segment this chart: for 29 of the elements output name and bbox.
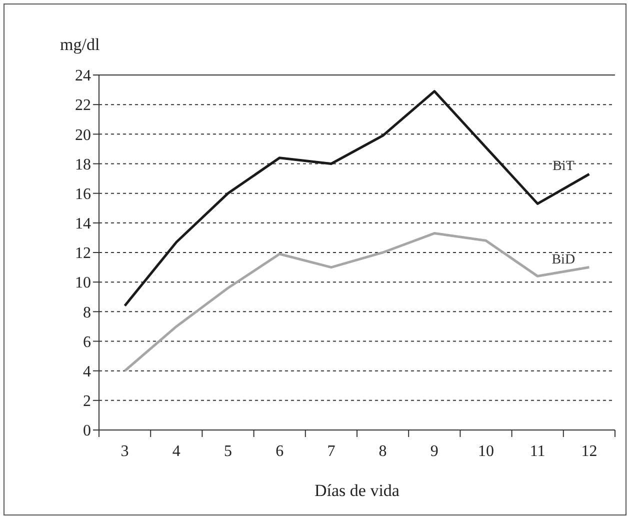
x-tick-label: 12 — [581, 443, 598, 460]
x-tick-label: 5 — [224, 443, 232, 460]
x-tick-label: 11 — [530, 443, 546, 460]
y-axis-title: mg/dl — [60, 35, 100, 54]
x-tick-label: 9 — [430, 443, 438, 460]
y-tick-label: 12 — [75, 245, 91, 262]
y-tick-label: 24 — [75, 68, 91, 85]
x-tick-label: 6 — [276, 443, 284, 460]
series-label: BiD — [552, 252, 576, 268]
series-label: BiT — [552, 159, 575, 174]
line-series — [124, 90, 590, 307]
x-tick-label: 3 — [120, 443, 129, 460]
x-tick-label: 7 — [327, 443, 336, 460]
x-tick-label: 10 — [478, 443, 494, 460]
y-tick-label: 22 — [75, 97, 91, 114]
y-tick-label: 18 — [75, 156, 91, 174]
y-tick-label: 10 — [75, 274, 91, 292]
y-tick-label: 20 — [75, 126, 91, 144]
line-series — [124, 232, 590, 372]
y-tick-label: 14 — [75, 216, 91, 233]
x-tick-label: 4 — [172, 443, 180, 460]
x-axis-title: Días de vida — [314, 481, 400, 500]
y-tick-label: 4 — [83, 363, 91, 380]
y-tick-label: 2 — [83, 393, 91, 410]
y-tick-label: 6 — [83, 334, 91, 351]
x-tick-label: 8 — [378, 443, 387, 460]
y-tick-label: 8 — [83, 304, 91, 322]
y-tick-label: 16 — [75, 186, 91, 203]
y-tick-label: 0 — [83, 422, 91, 440]
